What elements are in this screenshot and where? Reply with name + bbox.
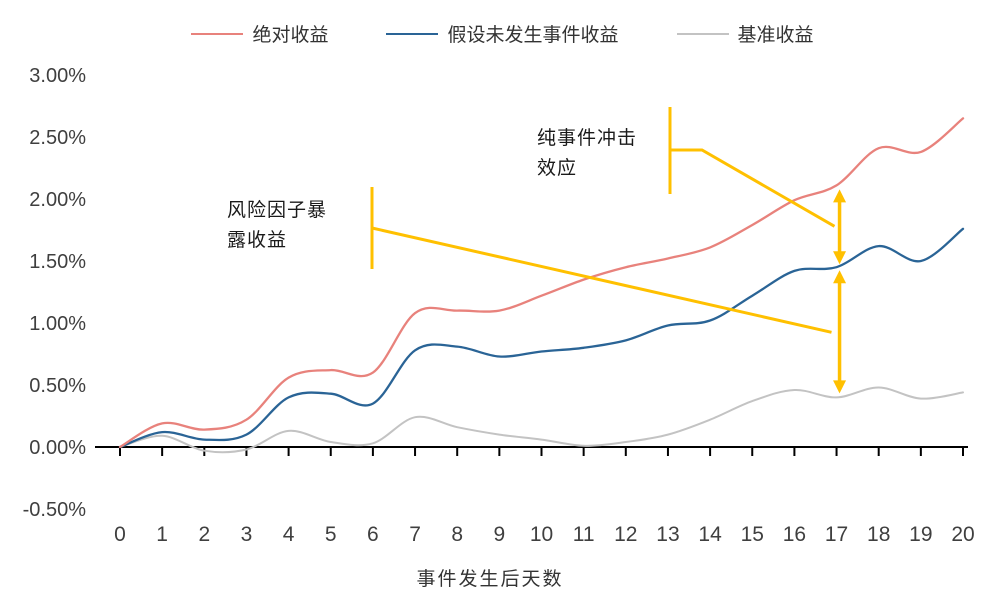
legend-item-benchmark-return: 基准收益	[676, 20, 814, 47]
x-tick-label: 13	[656, 523, 679, 546]
legend: 绝对收益 假设未发生事件收益 基准收益	[0, 20, 1005, 47]
risk-factor-connector	[371, 226, 832, 334]
x-tick-label: 15	[741, 523, 764, 546]
legend-label: 绝对收益	[252, 25, 329, 46]
legend-swatch-blue-line	[386, 32, 439, 35]
y-tick-label: 0.00%	[29, 437, 86, 459]
x-tick-label: 8	[451, 523, 463, 546]
y-tick-label: 3.00%	[29, 65, 86, 87]
x-tick-label: 0	[114, 523, 126, 546]
legend-label: 基准收益	[737, 25, 814, 46]
y-tick-label: -0.50%	[23, 499, 87, 521]
arrow-risk-factor-gap	[833, 270, 847, 394]
x-tick-label: 20	[951, 523, 974, 546]
y-tick-label: 2.50%	[29, 127, 86, 149]
x-tick-label: 14	[698, 523, 722, 546]
x-tick-label: 11	[573, 523, 595, 546]
legend-label: 假设未发生事件收益	[447, 25, 619, 46]
series-line-hypothetical	[118, 227, 965, 449]
x-tick-label: 1	[156, 523, 168, 546]
x-tick-label: 10	[530, 523, 553, 546]
x-axis-title: 事件发生后天数	[416, 569, 564, 590]
x-tick-label: 4	[283, 523, 295, 546]
x-tick-label: 7	[409, 523, 421, 546]
arrow-event-shock-gap	[833, 189, 847, 265]
annotation-risk-factor-exposure-return: 风险因子暴露收益	[227, 200, 328, 252]
x-tick-label: 5	[325, 523, 337, 546]
x-tick-label: 9	[494, 523, 506, 546]
y-tick-label: 1.00%	[29, 313, 86, 335]
x-tick-label: 2	[198, 523, 210, 546]
legend-item-hypothetical-return: 假设未发生事件收益	[386, 20, 619, 47]
x-tick-label: 3	[241, 523, 253, 546]
legend-swatch-gray-line	[676, 32, 729, 35]
x-tick-label: 6	[367, 523, 379, 546]
x-tick-label: 17	[825, 523, 848, 546]
series-line-absolute	[118, 117, 965, 449]
annotation-pure-event-shock-effect: 纯事件冲击效应	[537, 128, 638, 180]
x-tick-label: 16	[783, 523, 806, 546]
series-line-benchmark	[119, 386, 964, 454]
x-tick-label: 12	[614, 523, 637, 546]
y-tick-label: 2.00%	[29, 189, 86, 211]
y-tick-label: 0.50%	[29, 375, 86, 397]
y-tick-label: 1.50%	[29, 251, 86, 273]
x-tick-label: 18	[867, 523, 890, 546]
legend-item-absolute-return: 绝对收益	[191, 20, 328, 47]
event-shock-connector	[670, 148, 836, 228]
legend-swatch-red-line	[191, 32, 244, 35]
x-tick-label: 19	[909, 523, 932, 546]
